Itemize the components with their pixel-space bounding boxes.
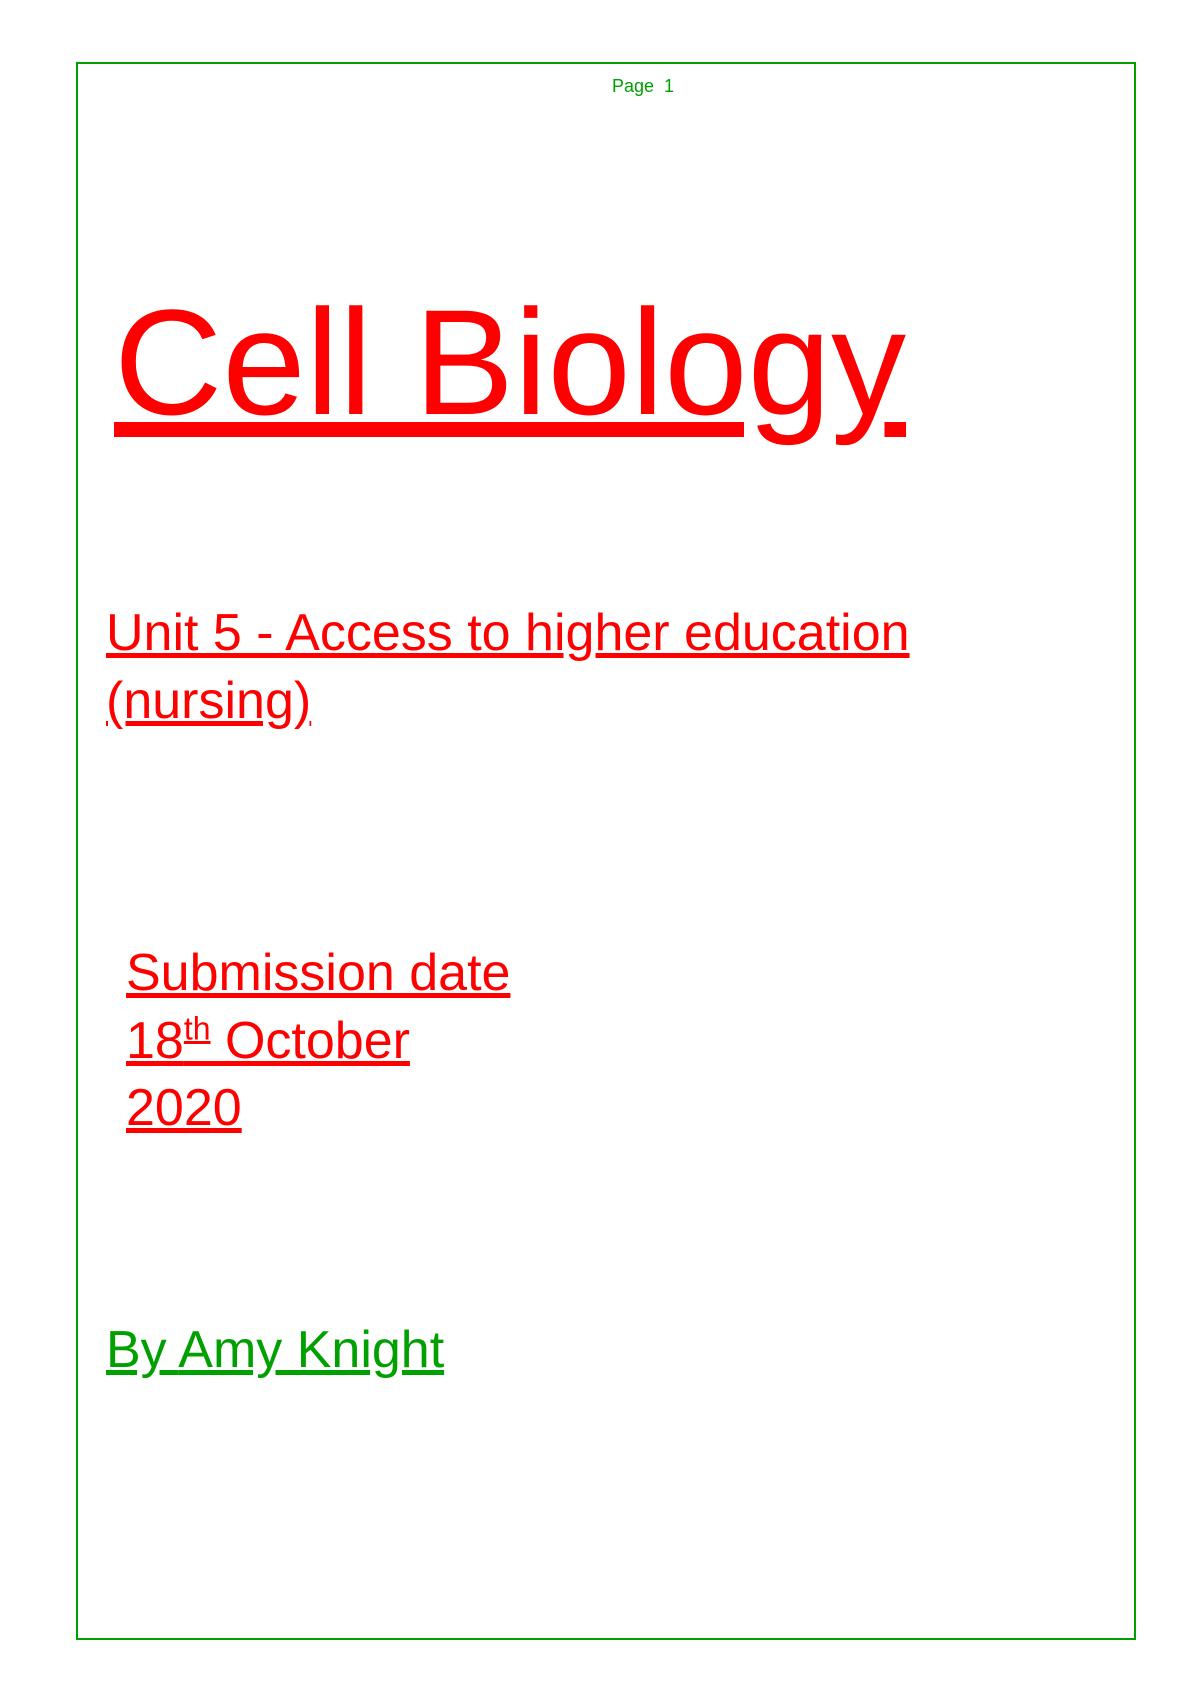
submission-month: October xyxy=(211,1012,410,1070)
submission-ordinal: th xyxy=(184,1010,211,1046)
author-prefix: By xyxy=(106,1321,178,1379)
page-label: Page xyxy=(612,76,654,96)
author-name: Amy Knight xyxy=(178,1321,444,1379)
page-number-value: 1 xyxy=(664,76,674,96)
submission-label: Submission date xyxy=(126,944,510,1002)
document-title: Cell Biology xyxy=(114,280,906,445)
submission-day: 18 xyxy=(126,1012,184,1070)
document-author: By Amy Knight xyxy=(106,1320,444,1380)
submission-date: Submission date 18th October 2020 xyxy=(126,940,510,1143)
page-number: Page 1 xyxy=(0,76,1200,97)
document-subtitle: Unit 5 - Access to higher education (nur… xyxy=(106,600,1120,735)
submission-year: 2020 xyxy=(126,1079,242,1137)
